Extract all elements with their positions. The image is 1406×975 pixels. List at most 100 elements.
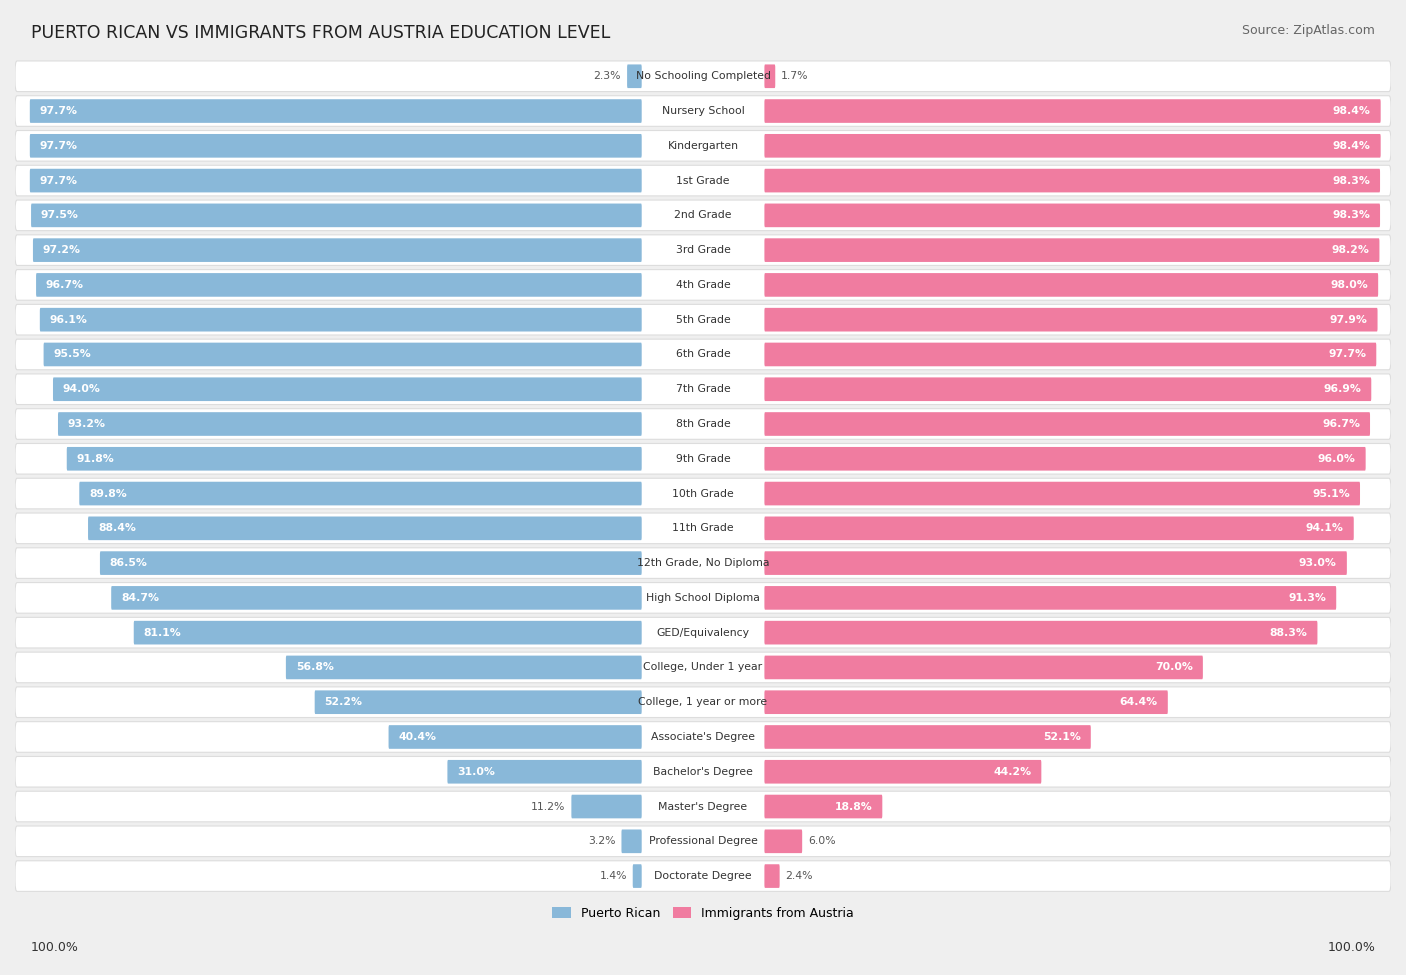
Text: 91.3%: 91.3%: [1288, 593, 1326, 603]
Text: 97.7%: 97.7%: [39, 106, 77, 116]
FancyBboxPatch shape: [765, 725, 1091, 749]
Text: 7th Grade: 7th Grade: [676, 384, 730, 394]
FancyBboxPatch shape: [100, 551, 641, 575]
Text: 56.8%: 56.8%: [295, 662, 333, 673]
FancyBboxPatch shape: [633, 864, 641, 888]
FancyBboxPatch shape: [111, 586, 641, 609]
FancyBboxPatch shape: [15, 617, 1391, 648]
Text: 100.0%: 100.0%: [1327, 941, 1375, 954]
FancyBboxPatch shape: [15, 166, 1391, 196]
Text: High School Diploma: High School Diploma: [647, 593, 759, 603]
Text: 12th Grade, No Diploma: 12th Grade, No Diploma: [637, 558, 769, 568]
Text: 98.3%: 98.3%: [1331, 176, 1369, 185]
Text: 3rd Grade: 3rd Grade: [675, 245, 731, 255]
FancyBboxPatch shape: [89, 517, 641, 540]
Text: 8th Grade: 8th Grade: [676, 419, 730, 429]
FancyBboxPatch shape: [765, 655, 1204, 680]
Text: 98.4%: 98.4%: [1333, 106, 1371, 116]
FancyBboxPatch shape: [15, 792, 1391, 822]
FancyBboxPatch shape: [315, 690, 641, 714]
FancyBboxPatch shape: [765, 204, 1381, 227]
Text: 31.0%: 31.0%: [457, 766, 495, 777]
FancyBboxPatch shape: [15, 513, 1391, 544]
FancyBboxPatch shape: [15, 861, 1391, 891]
FancyBboxPatch shape: [765, 64, 775, 88]
FancyBboxPatch shape: [447, 760, 641, 784]
Text: 11th Grade: 11th Grade: [672, 524, 734, 533]
Text: 88.4%: 88.4%: [98, 524, 136, 533]
FancyBboxPatch shape: [15, 444, 1391, 474]
Text: 98.0%: 98.0%: [1330, 280, 1368, 290]
FancyBboxPatch shape: [30, 99, 641, 123]
FancyBboxPatch shape: [58, 412, 641, 436]
FancyBboxPatch shape: [15, 652, 1391, 682]
FancyBboxPatch shape: [621, 830, 641, 853]
Text: 95.1%: 95.1%: [1312, 488, 1350, 498]
FancyBboxPatch shape: [765, 795, 883, 818]
Text: 98.4%: 98.4%: [1333, 140, 1371, 151]
Text: 91.8%: 91.8%: [77, 453, 114, 464]
FancyBboxPatch shape: [765, 517, 1354, 540]
Text: 96.0%: 96.0%: [1317, 453, 1355, 464]
Text: 6.0%: 6.0%: [808, 837, 835, 846]
FancyBboxPatch shape: [15, 757, 1391, 787]
Text: 98.2%: 98.2%: [1331, 245, 1369, 255]
Text: Nursery School: Nursery School: [662, 106, 744, 116]
FancyBboxPatch shape: [15, 548, 1391, 578]
FancyBboxPatch shape: [79, 482, 641, 505]
FancyBboxPatch shape: [765, 760, 1042, 784]
Text: 93.0%: 93.0%: [1299, 558, 1337, 568]
Text: College, 1 year or more: College, 1 year or more: [638, 697, 768, 707]
Text: 2nd Grade: 2nd Grade: [675, 211, 731, 220]
FancyBboxPatch shape: [15, 304, 1391, 335]
FancyBboxPatch shape: [765, 99, 1381, 123]
FancyBboxPatch shape: [32, 238, 641, 262]
FancyBboxPatch shape: [765, 864, 780, 888]
FancyBboxPatch shape: [571, 795, 641, 818]
Legend: Puerto Rican, Immigrants from Austria: Puerto Rican, Immigrants from Austria: [547, 902, 859, 924]
Text: 1.7%: 1.7%: [782, 71, 808, 81]
FancyBboxPatch shape: [37, 273, 641, 296]
Text: 94.1%: 94.1%: [1306, 524, 1344, 533]
Text: Professional Degree: Professional Degree: [648, 837, 758, 846]
FancyBboxPatch shape: [765, 482, 1360, 505]
Text: 44.2%: 44.2%: [993, 766, 1032, 777]
Text: 96.9%: 96.9%: [1323, 384, 1361, 394]
Text: GED/Equivalency: GED/Equivalency: [657, 628, 749, 638]
Text: Source: ZipAtlas.com: Source: ZipAtlas.com: [1241, 24, 1375, 37]
Text: 1.4%: 1.4%: [599, 871, 627, 881]
FancyBboxPatch shape: [15, 339, 1391, 370]
FancyBboxPatch shape: [765, 308, 1378, 332]
Text: 96.7%: 96.7%: [1322, 419, 1360, 429]
FancyBboxPatch shape: [15, 826, 1391, 857]
Text: 70.0%: 70.0%: [1154, 662, 1192, 673]
Text: 97.7%: 97.7%: [39, 176, 77, 185]
FancyBboxPatch shape: [15, 374, 1391, 405]
Text: 98.3%: 98.3%: [1331, 211, 1369, 220]
Text: PUERTO RICAN VS IMMIGRANTS FROM AUSTRIA EDUCATION LEVEL: PUERTO RICAN VS IMMIGRANTS FROM AUSTRIA …: [31, 24, 610, 42]
FancyBboxPatch shape: [15, 409, 1391, 440]
Text: 2.3%: 2.3%: [593, 71, 621, 81]
Text: 5th Grade: 5th Grade: [676, 315, 730, 325]
FancyBboxPatch shape: [39, 308, 641, 332]
FancyBboxPatch shape: [15, 96, 1391, 127]
Text: 64.4%: 64.4%: [1119, 697, 1157, 707]
FancyBboxPatch shape: [765, 273, 1378, 296]
FancyBboxPatch shape: [15, 583, 1391, 613]
Text: Kindergarten: Kindergarten: [668, 140, 738, 151]
Text: 96.1%: 96.1%: [49, 315, 87, 325]
FancyBboxPatch shape: [15, 270, 1391, 300]
FancyBboxPatch shape: [15, 687, 1391, 718]
Text: 97.7%: 97.7%: [39, 140, 77, 151]
FancyBboxPatch shape: [285, 655, 641, 680]
Text: 52.2%: 52.2%: [325, 697, 363, 707]
Text: 11.2%: 11.2%: [531, 801, 565, 811]
Text: 81.1%: 81.1%: [143, 628, 181, 638]
FancyBboxPatch shape: [765, 169, 1381, 192]
FancyBboxPatch shape: [765, 412, 1369, 436]
Text: 97.9%: 97.9%: [1330, 315, 1368, 325]
Text: Master's Degree: Master's Degree: [658, 801, 748, 811]
FancyBboxPatch shape: [53, 377, 641, 401]
Text: 18.8%: 18.8%: [835, 801, 872, 811]
FancyBboxPatch shape: [765, 447, 1365, 471]
